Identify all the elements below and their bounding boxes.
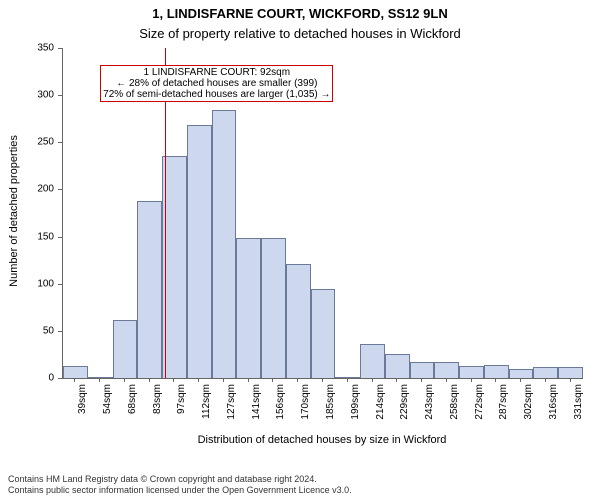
x-tick-label: 83sqm bbox=[152, 384, 163, 414]
bar bbox=[261, 238, 286, 378]
footer: Contains HM Land Registry data © Crown c… bbox=[8, 474, 352, 497]
bar bbox=[385, 354, 410, 379]
bar bbox=[187, 125, 212, 378]
bar bbox=[212, 110, 237, 378]
x-tick-mark bbox=[297, 378, 298, 382]
x-tick-mark bbox=[570, 378, 571, 382]
x-tick-mark bbox=[520, 378, 521, 382]
footer-line-1: Contains HM Land Registry data © Crown c… bbox=[8, 474, 352, 485]
x-tick-label: 156sqm bbox=[275, 384, 286, 420]
bar bbox=[459, 366, 484, 378]
x-tick-mark bbox=[347, 378, 348, 382]
x-tick-mark bbox=[396, 378, 397, 382]
x-axis-title: Distribution of detached houses by size … bbox=[62, 434, 582, 446]
x-tick-mark bbox=[173, 378, 174, 382]
chart-container: 1, LINDISFARNE COURT, WICKFORD, SS12 9LN… bbox=[0, 0, 600, 500]
bar bbox=[558, 367, 583, 378]
x-tick-label: 170sqm bbox=[300, 384, 311, 420]
bar bbox=[236, 238, 261, 378]
title-subtitle: Size of property relative to detached ho… bbox=[0, 26, 600, 41]
x-tick-label: 127sqm bbox=[226, 384, 237, 420]
x-tick-label: 112sqm bbox=[201, 384, 212, 419]
x-tick-label: 287sqm bbox=[498, 384, 509, 420]
x-tick-label: 54sqm bbox=[102, 384, 113, 414]
bar bbox=[63, 366, 88, 378]
x-tick-label: 243sqm bbox=[424, 384, 435, 420]
bar bbox=[533, 367, 558, 378]
footer-line-2: Contains public sector information licen… bbox=[8, 485, 352, 496]
bar bbox=[434, 362, 459, 378]
x-tick-mark bbox=[372, 378, 373, 382]
bar bbox=[335, 377, 360, 378]
y-tick-mark bbox=[58, 284, 62, 285]
bar bbox=[286, 264, 311, 378]
y-axis-title: Number of detached properties bbox=[8, 46, 20, 376]
x-tick-mark bbox=[99, 378, 100, 382]
annotation-line: ← 28% of detached houses are smaller (39… bbox=[103, 78, 330, 89]
x-tick-mark bbox=[446, 378, 447, 382]
x-tick-mark bbox=[198, 378, 199, 382]
x-tick-mark bbox=[421, 378, 422, 382]
x-tick-label: 199sqm bbox=[350, 384, 361, 420]
x-tick-label: 316sqm bbox=[548, 384, 559, 420]
title-address: 1, LINDISFARNE COURT, WICKFORD, SS12 9LN bbox=[0, 6, 600, 21]
y-tick-mark bbox=[58, 142, 62, 143]
y-tick-mark bbox=[58, 378, 62, 379]
x-tick-label: 272sqm bbox=[474, 384, 485, 420]
x-tick-label: 97sqm bbox=[176, 384, 187, 414]
bar bbox=[311, 289, 336, 378]
x-tick-label: 39sqm bbox=[77, 384, 88, 414]
bar bbox=[137, 201, 162, 378]
x-tick-mark bbox=[272, 378, 273, 382]
x-tick-label: 331sqm bbox=[573, 384, 584, 420]
x-tick-mark bbox=[495, 378, 496, 382]
x-tick-label: 258sqm bbox=[449, 384, 460, 420]
x-tick-mark bbox=[322, 378, 323, 382]
x-tick-mark bbox=[545, 378, 546, 382]
y-tick-mark bbox=[58, 189, 62, 190]
y-tick-mark bbox=[58, 48, 62, 49]
bar bbox=[360, 344, 385, 378]
x-tick-label: 214sqm bbox=[375, 384, 386, 420]
x-tick-mark bbox=[248, 378, 249, 382]
bar bbox=[410, 362, 435, 378]
x-tick-mark bbox=[471, 378, 472, 382]
bar bbox=[484, 365, 509, 378]
x-tick-label: 68sqm bbox=[127, 384, 138, 414]
y-tick-mark bbox=[58, 95, 62, 96]
x-tick-mark bbox=[124, 378, 125, 382]
bar bbox=[509, 369, 534, 378]
x-tick-mark bbox=[74, 378, 75, 382]
plot-area: 1 LINDISFARNE COURT: 92sqm← 28% of detac… bbox=[62, 48, 583, 379]
bar bbox=[113, 320, 138, 378]
annotation-box: 1 LINDISFARNE COURT: 92sqm← 28% of detac… bbox=[100, 65, 333, 102]
y-tick-mark bbox=[58, 331, 62, 332]
x-tick-label: 141sqm bbox=[251, 384, 262, 420]
y-tick-mark bbox=[58, 237, 62, 238]
x-tick-mark bbox=[223, 378, 224, 382]
x-tick-label: 185sqm bbox=[325, 384, 336, 420]
x-tick-label: 302sqm bbox=[523, 384, 534, 420]
x-tick-label: 229sqm bbox=[399, 384, 410, 420]
annotation-line: 1 LINDISFARNE COURT: 92sqm bbox=[103, 67, 330, 78]
x-tick-mark bbox=[149, 378, 150, 382]
annotation-line: 72% of semi-detached houses are larger (… bbox=[103, 89, 330, 100]
